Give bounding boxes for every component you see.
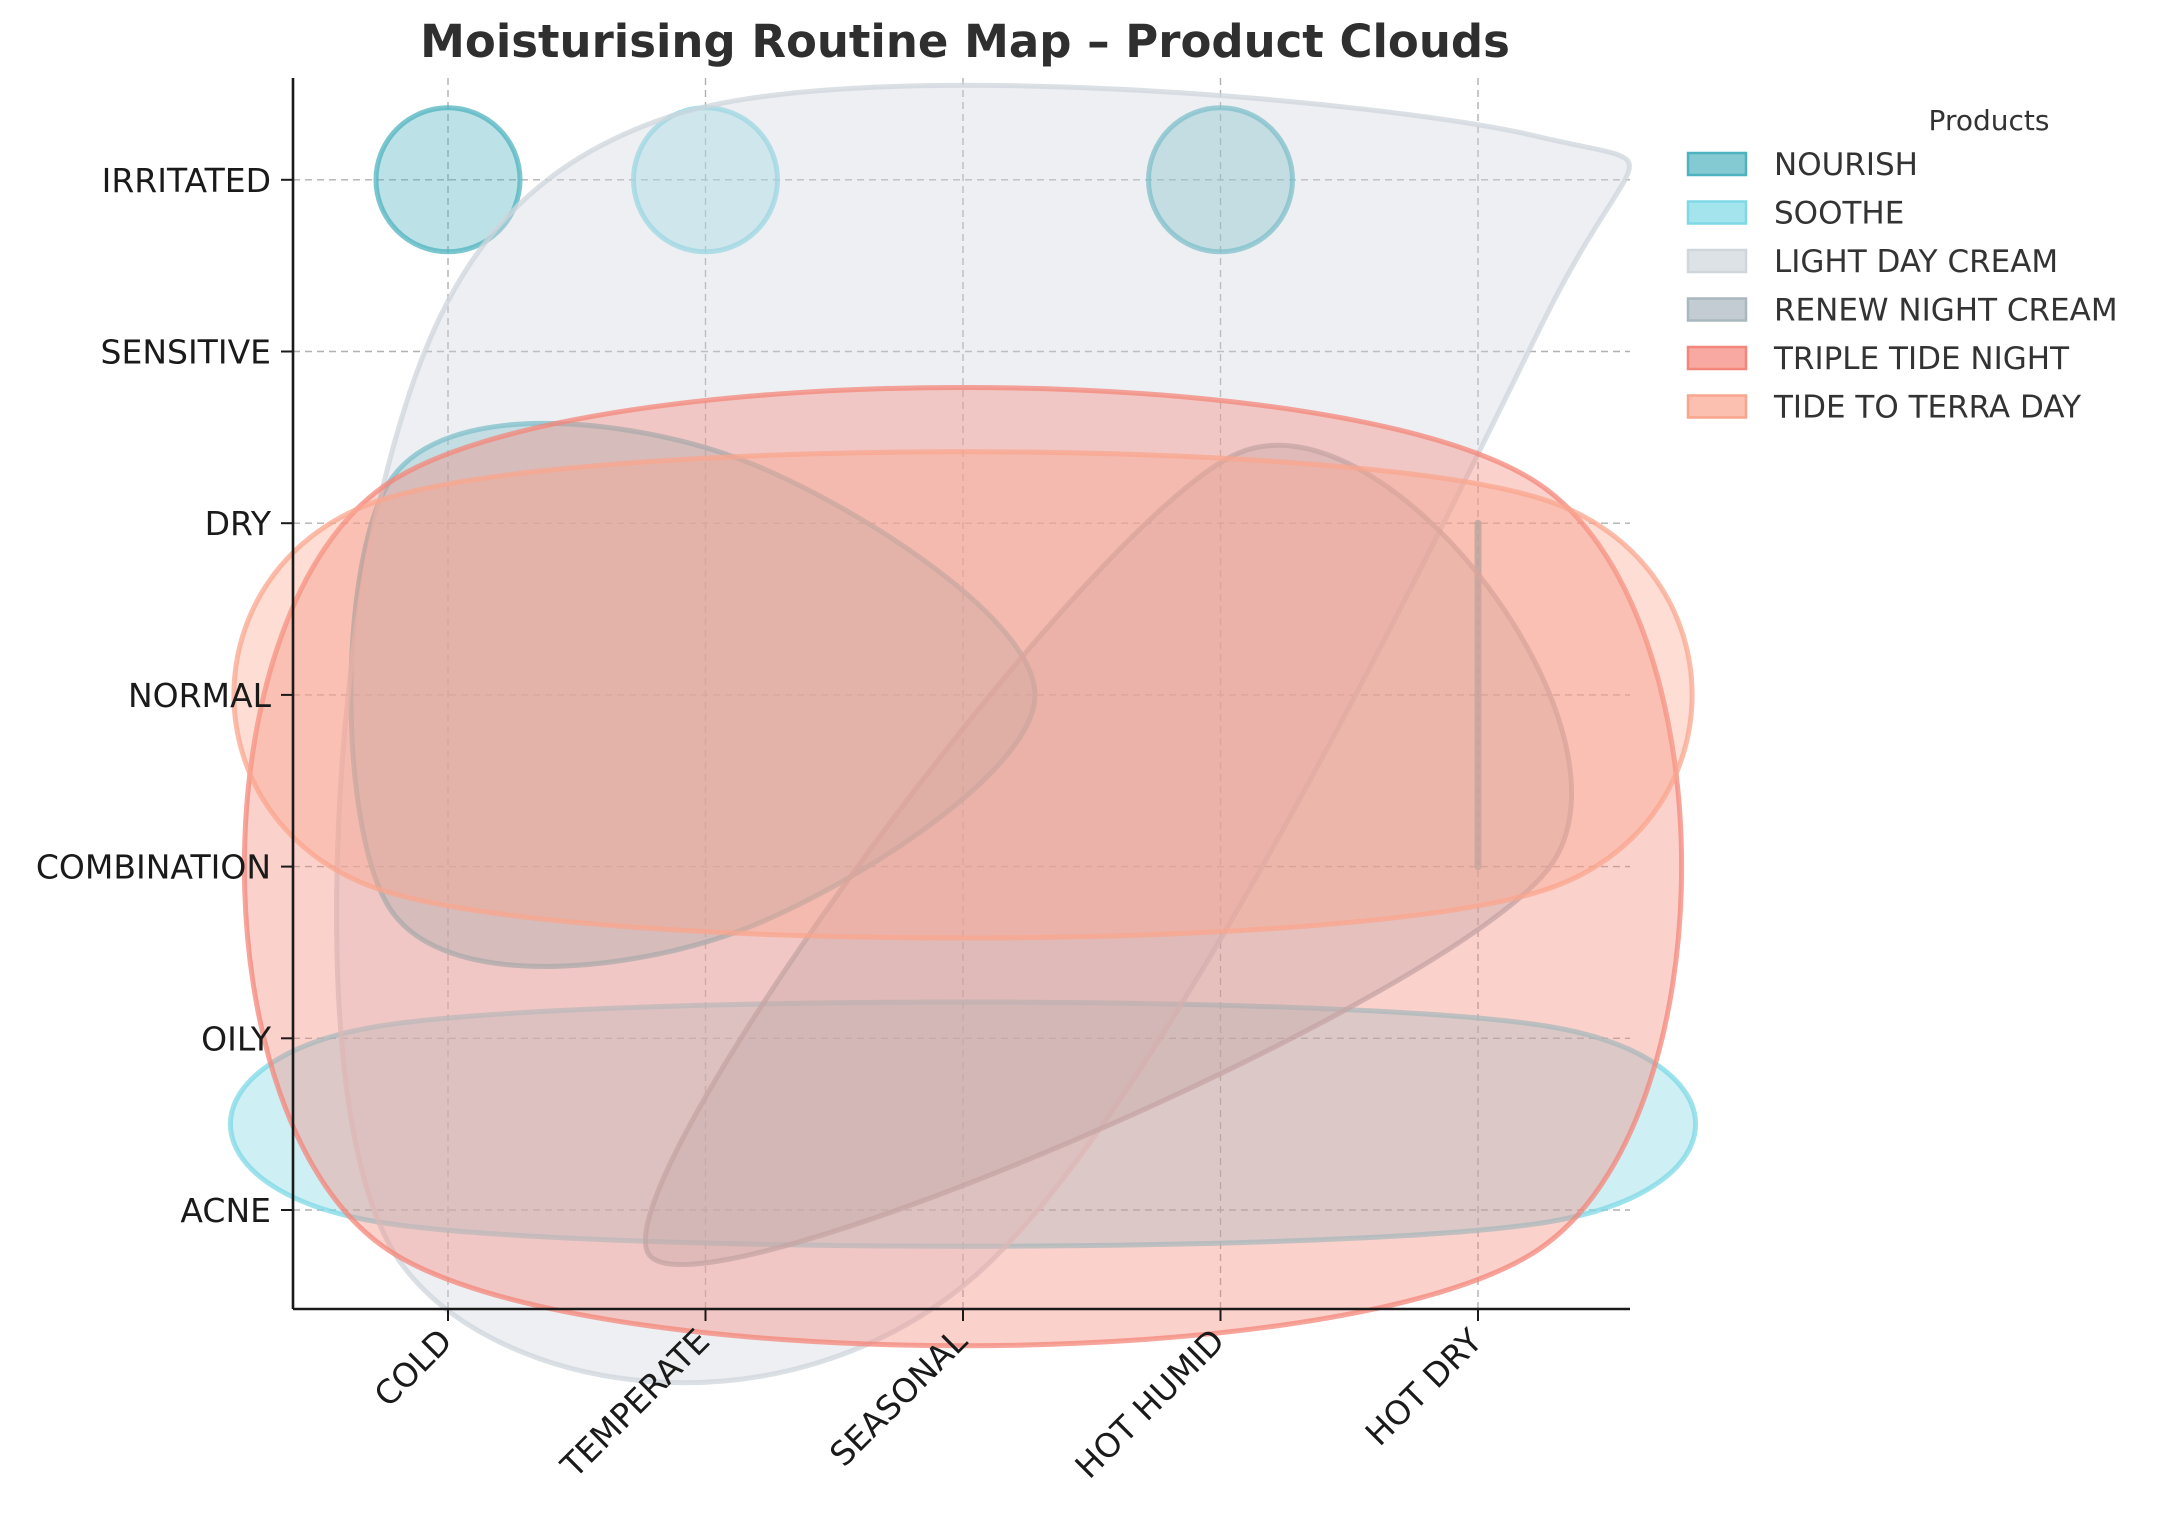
- legend-item-triple-tide-night: TRIPLE TIDE NIGHT: [1686, 341, 2070, 377]
- y-tick-label: NORMAL: [128, 676, 272, 715]
- series-tide-to-terra-day: [231, 449, 1695, 941]
- x-tick-label: HOT HUMID: [1067, 1321, 1232, 1486]
- cloud-nourish: [348, 420, 1038, 969]
- series-soothe: [228, 105, 1698, 1249]
- legend-title: Products: [1929, 104, 2050, 137]
- legend-swatch: [1686, 151, 1748, 177]
- legend-item-nourish: NOURISH: [1686, 147, 1918, 183]
- y-tick-label: OILY: [201, 1019, 272, 1058]
- legend-label: SOOTHE: [1774, 196, 1904, 232]
- series-nourish: [348, 105, 1482, 969]
- chart-title: Moisturising Routine Map – Product Cloud…: [420, 15, 1510, 68]
- cloud-nourish: [373, 105, 523, 255]
- legend-swatch: [1686, 200, 1748, 225]
- y-tick-label: SENSITIVE: [101, 333, 271, 372]
- legend-item-tide-to-terra-day: TIDE TO TERRA DAY: [1686, 390, 2081, 426]
- legend-item-light-day-cream: LIGHT DAY CREAM: [1686, 244, 2058, 280]
- legend: Products NOURISH SOOTHE LIGHT DAY CREAM REN…: [1686, 104, 2118, 426]
- y-tick-label: DRY: [205, 504, 272, 543]
- legend-label: NOURISH: [1774, 147, 1918, 183]
- y-tick-label: COMBINATION: [36, 848, 271, 887]
- legend-swatch: [1686, 248, 1748, 274]
- cloud-nourish: [1146, 105, 1295, 255]
- product-clouds: [228, 82, 1698, 1386]
- cloud-renew-night-cream: [643, 442, 1574, 1267]
- series-renew-night-cream: [643, 442, 1574, 1267]
- legend-swatch: [1686, 345, 1748, 371]
- legend-swatch: [1686, 297, 1748, 322]
- legend-label: LIGHT DAY CREAM: [1774, 244, 2058, 280]
- x-tick-label: HOT DRY: [1358, 1320, 1491, 1453]
- cloud-tide-to-terra-day: [231, 449, 1695, 941]
- legend-label: TIDE TO TERRA DAY: [1773, 390, 2081, 426]
- axes: [291, 78, 1630, 1311]
- y-tick-label: IRRITATED: [102, 161, 271, 200]
- legend-label: TRIPLE TIDE NIGHT: [1773, 341, 2070, 377]
- legend-item-renew-night-cream: RENEW NIGHT CREAM: [1686, 293, 2118, 329]
- y-tick-labels: ACNE OILY COMBINATION NORMAL DRY SENSITIVE IRR…: [36, 161, 293, 1230]
- y-tick-label: ACNE: [180, 1191, 271, 1230]
- legend-item-soothe: SOOTHE: [1686, 196, 1904, 232]
- cloud-triple-tide-night: [241, 384, 1685, 1349]
- series-triple-tide-night: [241, 384, 1685, 1349]
- cloud-soothe: [228, 999, 1698, 1249]
- legend-items: NOURISH SOOTHE LIGHT DAY CREAM RENEW NIGHT …: [1686, 147, 2118, 426]
- legend-label: RENEW NIGHT CREAM: [1774, 293, 2118, 329]
- x-tick-label: COLD: [366, 1321, 459, 1414]
- legend-swatch: [1686, 394, 1748, 419]
